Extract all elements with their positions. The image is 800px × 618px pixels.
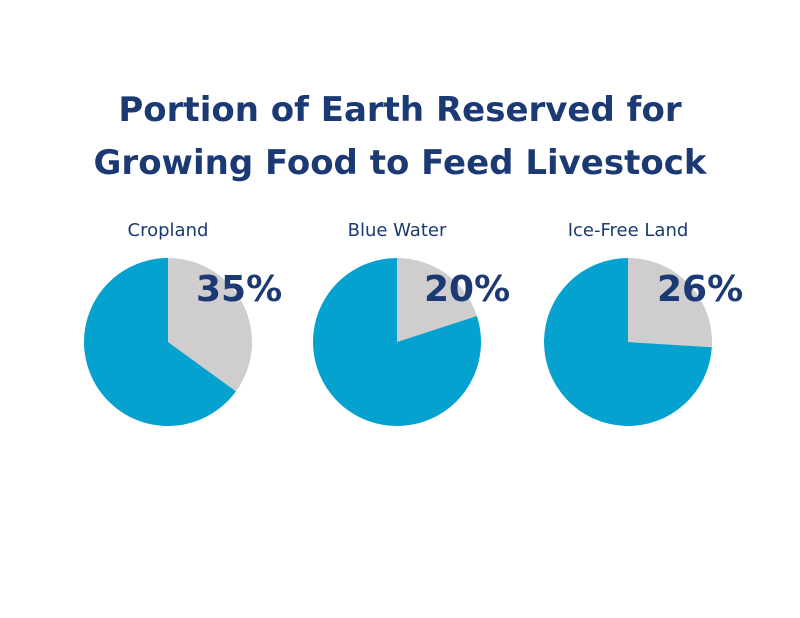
chart-title: Portion of Earth Reserved for Growing Fo… [0, 84, 800, 190]
pie-slice-blue-water-0 [397, 258, 477, 342]
pie-svg-cropland [83, 258, 252, 426]
pie-slice-ice-free-land-1 [543, 258, 712, 426]
pie-svg-blue-water [313, 258, 482, 426]
chart-title-line-2: Growing Food to Feed Livestock [93, 143, 707, 183]
pie-svg-ice-free-land [543, 258, 712, 426]
pie-slice-cropland-1 [83, 258, 236, 426]
pie-value-blue-water: 20% [424, 269, 511, 310]
pie-chart-cropland: Cropland 35% [68, 218, 282, 438]
pie-value-cropland: 35% [196, 269, 283, 310]
pie-slice-blue-water-1 [313, 258, 482, 426]
pie-chart-blue-water: Blue Water 20% [297, 218, 510, 438]
pie-label-blue-water: Blue Water [347, 220, 447, 241]
pie-label-ice-free-land: Ice-Free Land [567, 220, 689, 241]
pie-label-cropland: Cropland [127, 220, 209, 241]
pie-slice-cropland-0 [168, 258, 252, 392]
chart-title-line-1: Portion of Earth Reserved for [118, 90, 682, 130]
pie-slice-ice-free-land-0 [628, 258, 712, 348]
pie-value-ice-free-land: 26% [657, 269, 744, 310]
pie-chart-ice-free-land: Ice-Free Land 26% [528, 218, 743, 438]
